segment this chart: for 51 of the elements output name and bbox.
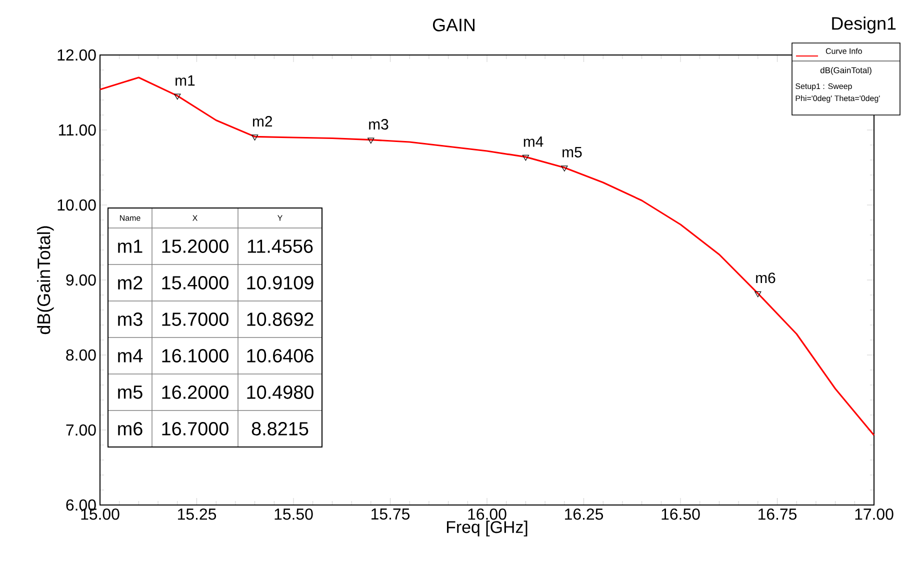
y-tick-label: 7.00 (66, 424, 96, 436)
x-axis-title: Freq [GHz] (446, 520, 528, 536)
x-tick-label: 15.75 (372, 508, 410, 520)
annotation: 16.2000 (162, 386, 228, 399)
x-tick-label: 15.25 (178, 508, 216, 520)
y-tick-label: 11.00 (58, 124, 96, 136)
y-tick-label: 10.00 (58, 199, 96, 211)
annotation: m3 (118, 312, 142, 326)
annotation: m6 (118, 422, 142, 436)
annotation: m2 (252, 116, 272, 126)
annotation: 16.7000 (162, 422, 228, 436)
x-tick-label: 16.25 (565, 508, 604, 520)
annotation: 11.4556 (248, 240, 313, 253)
annotation: m1 (176, 75, 195, 86)
point (174, 94, 181, 100)
x-tick-label: 16.00 (468, 508, 506, 520)
annotation: 8.8215 (252, 422, 308, 436)
x-tick-label: 15.00 (81, 508, 120, 520)
annotation: m2 (118, 276, 142, 290)
annotation: m5 (562, 147, 582, 158)
annotation: 16.1000 (162, 349, 228, 362)
point (561, 166, 568, 172)
annotation: 15.7000 (162, 312, 228, 326)
annotation: m4 (524, 136, 544, 147)
x-tick-label: 16.50 (662, 508, 700, 520)
annotation: 10.6406 (247, 349, 314, 362)
y-axis-title: dB(GainTotal) (37, 226, 54, 334)
chart-subtitle: Design1 (832, 16, 896, 34)
y-tick-label: 9.00 (66, 274, 96, 286)
point (251, 134, 258, 140)
annotation: m5 (118, 386, 142, 399)
annotation: 10.9109 (247, 276, 314, 290)
point (368, 138, 374, 144)
point (754, 291, 762, 298)
point (522, 154, 530, 161)
x-tick-label: 16.75 (758, 508, 797, 520)
x-tick-label: 15.50 (274, 508, 313, 520)
annotation: m1 (118, 240, 142, 253)
annotation: 10.8692 (247, 312, 314, 326)
x-tick-label: 17.00 (855, 508, 894, 520)
y-tick-label: 8.00 (66, 349, 96, 361)
chart-title: GAIN (432, 18, 474, 32)
text: dB(GainTotal) (820, 67, 872, 75)
annotation: m6 (756, 272, 776, 284)
annotation: 10.4980 (247, 386, 314, 399)
annotation: 15.2000 (162, 240, 228, 253)
annotation: 15.4000 (162, 276, 228, 290)
annotation: m4 (118, 349, 143, 362)
annotation: m3 (369, 119, 388, 130)
y-tick-label: 6.00 (66, 499, 96, 511)
y-tick-label: 12.00 (58, 49, 96, 61)
